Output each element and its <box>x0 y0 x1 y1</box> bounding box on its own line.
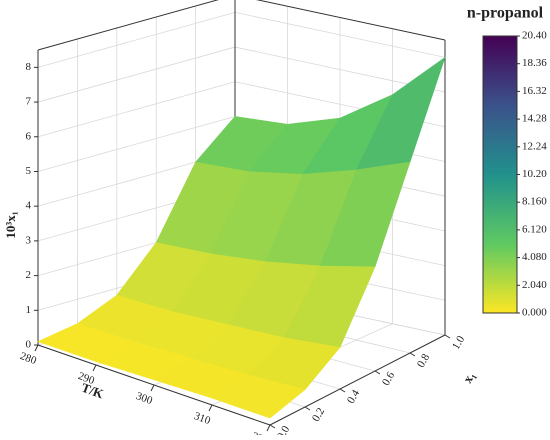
colorbar-tick-label: 18.36 <box>522 57 547 69</box>
colorbar-tick-label: 0.000 <box>522 307 547 319</box>
z-tick-label: 6 <box>26 130 32 142</box>
z-tick-label: 1 <box>26 304 32 316</box>
y-tick-label: 0.2 <box>310 406 327 424</box>
x-axis-label: T/K <box>79 380 106 402</box>
z-tick-label: 0 <box>26 339 32 351</box>
z-tick-label: 8 <box>26 61 32 73</box>
grid-line <box>37 46 236 103</box>
x-tick-label: 300 <box>134 390 154 407</box>
z-tick-label: 3 <box>26 234 32 246</box>
colorbar-tick-label: 4.080 <box>522 251 547 263</box>
colorbar-tick-label: 6.120 <box>522 223 547 235</box>
axis-edge <box>269 334 446 426</box>
y-tick <box>409 352 416 357</box>
x-tick <box>208 404 213 412</box>
grid-line <box>37 116 236 172</box>
x-tick <box>34 344 39 352</box>
colorbar-tick-label: 2.040 <box>522 279 547 291</box>
y-tick <box>374 370 381 375</box>
y-tick <box>444 334 451 339</box>
colorbar-tick-label: 10.20 <box>522 168 547 180</box>
y-tick <box>304 406 311 411</box>
axis-edge <box>37 0 219 51</box>
chart-title: n-propanol <box>467 5 544 22</box>
x-tick <box>150 384 155 392</box>
z-tick-label: 7 <box>26 96 32 108</box>
y-tick-label: 0.4 <box>345 387 363 405</box>
z-tick-label: 2 <box>26 269 32 281</box>
x-tick-label: 290 <box>76 370 96 387</box>
y-axis-label: x₁ <box>460 369 478 386</box>
x-tick-label: 310 <box>192 410 212 427</box>
colorbar <box>482 35 518 314</box>
y-tick-label: 1.0 <box>450 333 468 351</box>
colorbar-tick-label: 20.40 <box>522 30 547 42</box>
x-tick <box>92 364 97 372</box>
axis-edge <box>255 0 446 41</box>
y-tick-label: 0.8 <box>415 351 433 369</box>
y-tick <box>339 388 346 393</box>
grid-line <box>37 11 236 68</box>
z-tick-label: 5 <box>26 165 32 177</box>
y-tick <box>269 424 276 429</box>
x-tick-label: 280 <box>18 350 38 367</box>
y-tick-label: 0.6 <box>380 369 398 387</box>
z-tick-label: 4 <box>26 200 32 212</box>
colorbar-tick-label: 12.24 <box>522 140 547 152</box>
colorbar-tick-label: 8.160 <box>522 196 547 208</box>
z-axis-label: 10³x₁ <box>3 211 18 238</box>
colorbar-tick-label: 14.28 <box>522 113 547 125</box>
grid-line <box>37 81 236 138</box>
y-tick-label: 0.0 <box>275 423 293 435</box>
x-tick <box>266 424 271 432</box>
surface-patch <box>211 374 306 419</box>
colorbar-tick-label: 16.32 <box>522 85 547 97</box>
